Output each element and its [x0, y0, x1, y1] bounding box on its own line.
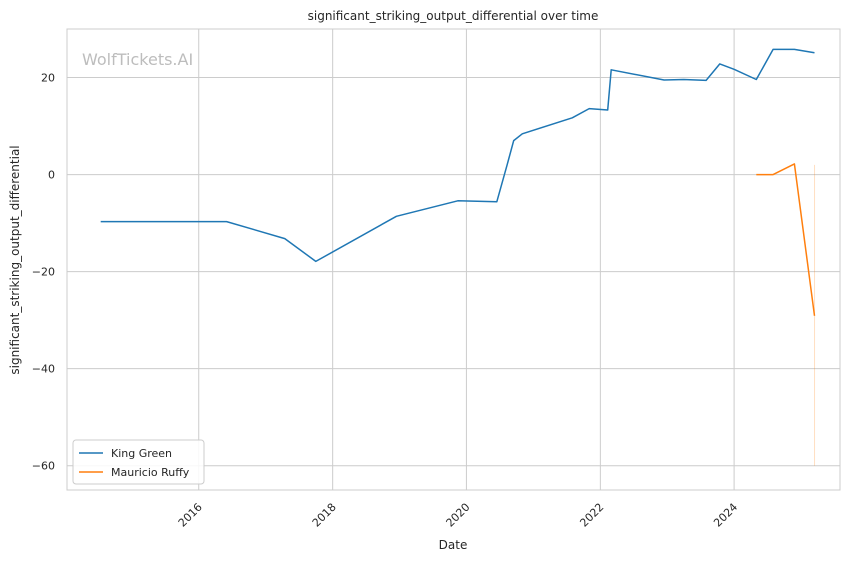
plot-area [66, 28, 841, 491]
x-tick-label: 2024 [711, 501, 740, 530]
legend: King Green Mauricio Ruffy [72, 439, 205, 485]
x-axis-ticks: 2016 2018 2020 2022 2024 [176, 501, 740, 530]
y-tick-label: −20 [32, 266, 55, 279]
y-tick-label: −40 [32, 363, 55, 376]
series-line-mauricio-ruffy [756, 163, 816, 316]
y-axis-ticks: −60 −40 −20 0 20 [32, 72, 55, 473]
watermark: WolfTickets.AI [82, 50, 193, 69]
x-tick-label: 2016 [176, 501, 205, 530]
x-tick-label: 2018 [310, 501, 339, 530]
legend-label-mauricio-ruffy: Mauricio Ruffy [111, 466, 190, 479]
x-axis-label: Date [439, 538, 468, 552]
y-axis-label: significant_striking_output_differential [8, 145, 22, 374]
y-tick-label: 20 [41, 72, 55, 85]
series-line-king-green [100, 48, 815, 263]
x-tick-label: 2020 [444, 501, 473, 530]
legend-box [72, 439, 205, 485]
x-tick-label: 2022 [577, 501, 606, 530]
series-layer [100, 48, 816, 466]
y-tick-label: −60 [32, 460, 55, 473]
chart-title: significant_striking_output_differential… [308, 9, 599, 23]
y-tick-label: 0 [48, 169, 55, 182]
legend-label-king-green: King Green [111, 447, 172, 460]
